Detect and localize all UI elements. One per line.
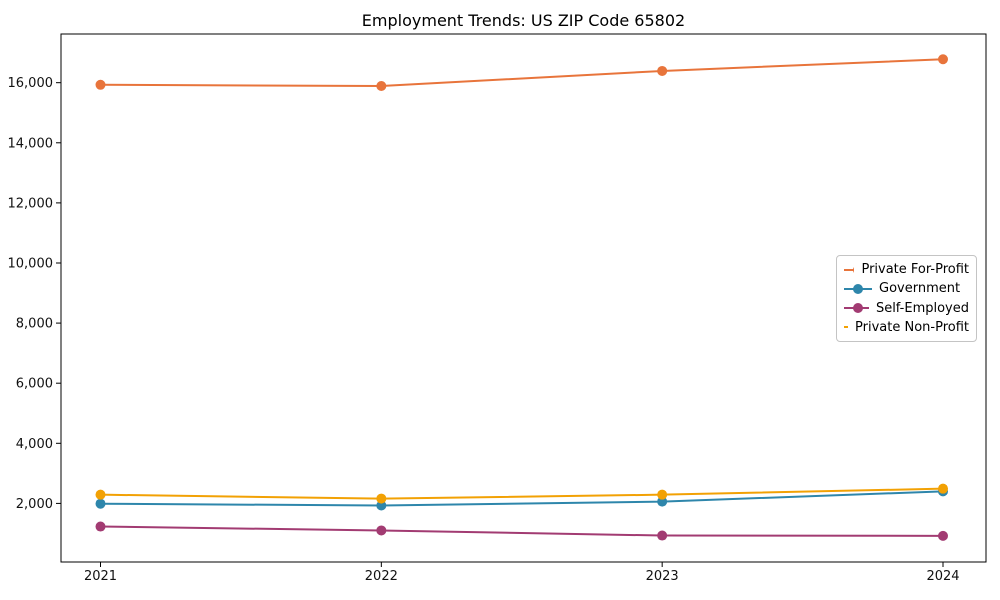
y-axis-tick-label: 2,000 [16,497,53,512]
legend-item-self-employed: Self-Employed [844,301,969,316]
y-axis-tick-label: 8,000 [16,317,53,332]
y-axis-tick-label: 12,000 [8,196,54,211]
y-axis-tick-label: 14,000 [8,136,54,151]
y-axis-tick-label: 10,000 [8,256,54,271]
legend-item-private-non-profit: Private Non-Profit [844,320,969,335]
legend-label: Private For-Profit [861,262,969,278]
data-point-private-for-profit [95,79,106,90]
data-point-self-employed [95,521,106,532]
data-point-private-non-profit [657,489,668,500]
y-axis-tick-label: 6,000 [16,377,53,392]
legend-dot-private-for-profit [853,266,855,274]
data-point-private-for-profit [657,65,668,76]
legend-marker-icon [844,303,869,314]
plot-border [60,33,987,563]
y-axis-tick-label: 16,000 [8,76,54,91]
data-point-self-employed [657,530,668,541]
y-axis-tick-label: 4,000 [16,437,53,452]
legend-item-private-for-profit: Private For-Profit [844,262,969,277]
data-point-government [95,498,106,509]
series-line-private-for-profit [99,58,944,87]
x-axis-tick-label: 2022 [365,569,398,584]
legend-label: Private Non-Profit [855,319,969,335]
chart-title: Employment Trends: US ZIP Code 65802 [361,11,686,30]
series-line-self-employed [99,525,944,537]
legend-label: Government [879,281,961,297]
data-point-self-employed [376,525,387,536]
data-point-self-employed [938,530,948,541]
legend-marker-icon [844,266,855,274]
data-point-private-non-profit [938,483,948,494]
legend-dot-self-employed [853,303,863,314]
data-point-government [657,496,668,507]
legend-marker-icon [844,326,849,329]
legend-label: Self-Employed [875,300,969,316]
data-point-private-for-profit [938,54,948,65]
data-point-private-non-profit [376,493,387,504]
x-axis-tick-label: 2021 [84,569,117,584]
x-axis-tick-label: 2024 [926,569,959,584]
data-point-private-non-profit [95,489,106,500]
series-line-government [99,490,944,507]
data-point-government [376,500,387,511]
legend: Private For-Profit Government Self-Employe… [836,255,977,342]
data-point-private-for-profit [376,80,387,91]
legend-marker-icon [844,283,872,294]
x-axis-tick-label: 2023 [646,569,679,584]
legend-item-government: Government [844,281,969,296]
legend-dot-government [853,283,863,294]
series-line-private-non-profit [99,487,944,500]
